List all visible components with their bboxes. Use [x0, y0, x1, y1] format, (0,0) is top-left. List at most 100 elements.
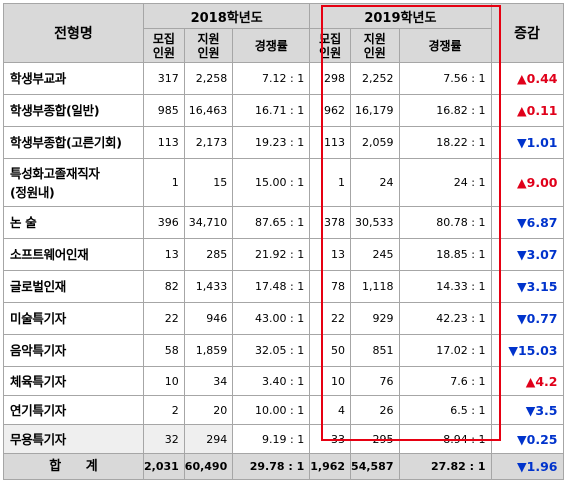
- table-row: 무용특기자 32 294 9.19 : 1 33 295 8.94 : 1 ▼0.25: [3, 424, 564, 454]
- change-value: ▼6.87: [490, 206, 564, 239]
- table-row: 소프트웨어인재 13 285 21.92 : 1 13 245 18.85 : 1 ▼3.07: [3, 238, 564, 271]
- table-row: 학생부종합(고른기회) 113 2,173 19.23 : 1 113 2,059 18.2…: [3, 126, 564, 159]
- quota-2019: 1: [309, 158, 352, 207]
- applicants-2019: 76: [350, 366, 400, 396]
- quota-2019: 50: [309, 334, 352, 367]
- applicants-2018: 16,463: [183, 94, 234, 127]
- quota-2019: 378: [309, 206, 352, 239]
- applicants-2018: 946: [183, 302, 234, 335]
- quota-2018: 317: [143, 62, 185, 95]
- ratio-2019: 16.82 : 1: [398, 94, 492, 127]
- ratio-2019: 6.5 : 1: [398, 395, 492, 425]
- applicants-2019: 24: [350, 158, 400, 207]
- quota-2018: 985: [143, 94, 185, 127]
- table-row: 음악특기자 58 1,859 32.05 : 1 50 851 17.02 : 1 ▼15.0…: [3, 334, 564, 367]
- ratio-2018: 87.65 : 1: [232, 206, 311, 239]
- row-name: 미술특기자: [3, 302, 144, 335]
- quota-2019: 78: [309, 270, 352, 303]
- row-name: 글로벌인재: [3, 270, 144, 303]
- ratio-2019: 14.33 : 1: [398, 270, 492, 303]
- change-value: ▼0.25: [490, 424, 564, 454]
- row-name: 무용특기자: [3, 424, 144, 454]
- header-ratio-2019: 경쟁률: [398, 28, 492, 63]
- change-value: ▼3.15: [490, 270, 564, 303]
- applicants-2019: 245: [350, 238, 400, 271]
- total-row: 합 계 2,031 60,490 29.78 : 1 1,962 54,587 27.82 …: [3, 453, 564, 480]
- quota-2019: 962: [309, 94, 352, 127]
- change-value: ▼15.03: [490, 334, 564, 367]
- row-name: 음악특기자: [3, 334, 144, 367]
- change-value: ▲9.00: [490, 158, 564, 207]
- quota-2018: 2,031: [143, 453, 185, 480]
- ratio-2019: 42.23 : 1: [398, 302, 492, 335]
- applicants-2018: 34,710: [183, 206, 234, 239]
- ratio-2019: 80.78 : 1: [398, 206, 492, 239]
- ratio-2019: 8.94 : 1: [398, 424, 492, 454]
- quota-2018: 113: [143, 126, 185, 159]
- change-value: ▼1.01: [490, 126, 564, 159]
- quota-2019: 298: [309, 62, 352, 95]
- ratio-2018: 19.23 : 1: [232, 126, 311, 159]
- applicants-2019: 295: [350, 424, 400, 454]
- ratio-2019: 24 : 1: [398, 158, 492, 207]
- header-change: 증감: [490, 3, 564, 63]
- row-name: 특성화고졸재직자 (정원내): [3, 158, 144, 207]
- quota-2019: 33: [309, 424, 352, 454]
- applicants-2019: 16,179: [350, 94, 400, 127]
- row-name: 논 술: [3, 206, 144, 239]
- applicants-2018: 1,859: [183, 334, 234, 367]
- row-name: 학생부교과: [3, 62, 144, 95]
- table-row: 학생부교과 317 2,258 7.12 : 1 298 2,252 7.56 : 1 ▲0.…: [3, 62, 564, 95]
- table-row: 학생부종합(일반) 985 16,463 16.71 : 1 962 16,179 16.8…: [3, 94, 564, 127]
- applicants-2018: 294: [183, 424, 234, 454]
- ratio-2018: 9.19 : 1: [232, 424, 311, 454]
- quota-2018: 2: [143, 395, 185, 425]
- header-year-2018: 2018학년도: [142, 3, 311, 29]
- ratio-2018: 10.00 : 1: [232, 395, 311, 425]
- ratio-2018: 17.48 : 1: [232, 270, 311, 303]
- table-row: 논 술 396 34,710 87.65 : 1 378 30,533 80.78 : 1 ▼…: [3, 206, 564, 239]
- header-quota-2018: 모집 인원: [143, 28, 185, 63]
- admission-competition-table: 전형명 2018학년도 2019학년도 증감 모집 인원 지원 인원 경쟁률 모…: [3, 3, 564, 480]
- row-name: 학생부종합(고른기회): [3, 126, 144, 159]
- quota-2019: 13: [309, 238, 352, 271]
- applicants-2018: 2,258: [183, 62, 234, 95]
- quota-2019: 22: [309, 302, 352, 335]
- row-name: 체육특기자: [3, 366, 144, 396]
- ratio-2018: 16.71 : 1: [232, 94, 311, 127]
- quota-2019: 10: [309, 366, 352, 396]
- table-row: 미술특기자 22 946 43.00 : 1 22 929 42.23 : 1 ▼0.77: [3, 302, 564, 335]
- change-value: ▲0.44: [490, 62, 564, 95]
- quota-2018: 396: [143, 206, 185, 239]
- applicants-2019: 2,059: [350, 126, 400, 159]
- change-value: ▲0.11: [490, 94, 564, 127]
- quota-2018: 1: [143, 158, 185, 207]
- applicants-2018: 285: [183, 238, 234, 271]
- header-year-2019: 2019학년도: [309, 3, 492, 29]
- table-row: 연기특기자 2 20 10.00 : 1 4 26 6.5 : 1 ▼3.5: [3, 395, 564, 425]
- header-quota-2019: 모집 인원: [309, 28, 352, 63]
- table-body: 학생부교과 317 2,258 7.12 : 1 298 2,252 7.56 : 1 ▲0.…: [3, 62, 564, 480]
- quota-2019: 1,962: [309, 453, 352, 480]
- ratio-2019: 7.6 : 1: [398, 366, 492, 396]
- ratio-2019: 27.82 : 1: [398, 453, 492, 480]
- change-value: ▼1.96: [490, 453, 564, 480]
- applicants-2018: 20: [183, 395, 234, 425]
- quota-2019: 4: [309, 395, 352, 425]
- table-row: 체육특기자 10 34 3.40 : 1 10 76 7.6 : 1 ▲4.2: [3, 366, 564, 396]
- quota-2018: 58: [143, 334, 185, 367]
- ratio-2019: 18.85 : 1: [398, 238, 492, 271]
- change-value: ▼3.5: [490, 395, 564, 425]
- applicants-2019: 54,587: [350, 453, 400, 480]
- ratio-2018: 32.05 : 1: [232, 334, 311, 367]
- applicants-2018: 2,173: [183, 126, 234, 159]
- quota-2019: 113: [309, 126, 352, 159]
- quota-2018: 10: [143, 366, 185, 396]
- ratio-2018: 3.40 : 1: [232, 366, 311, 396]
- header-ratio-2018: 경쟁률: [232, 28, 311, 63]
- applicants-2019: 26: [350, 395, 400, 425]
- applicants-2018: 1,433: [183, 270, 234, 303]
- ratio-2018: 29.78 : 1: [232, 453, 311, 480]
- change-value: ▲4.2: [490, 366, 564, 396]
- quota-2018: 32: [143, 424, 185, 454]
